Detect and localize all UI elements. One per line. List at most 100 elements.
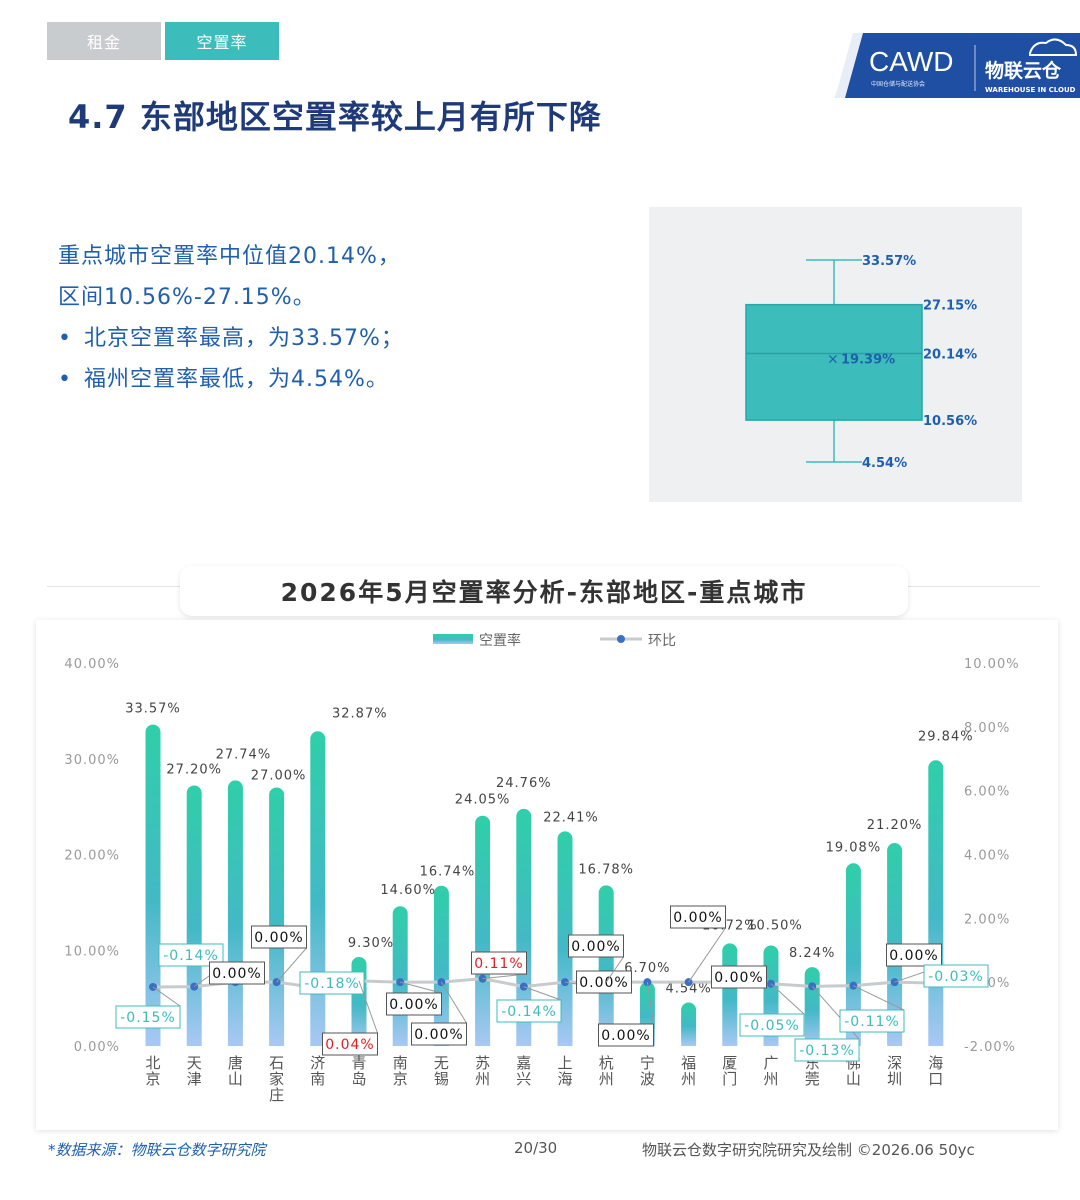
mom-label-box xyxy=(471,951,527,975)
mom-value-label: -0.11% xyxy=(844,1014,900,1030)
mom-label-box xyxy=(839,1009,905,1033)
x-category-label: 州 xyxy=(681,1070,696,1088)
x-category-label: 宁 xyxy=(640,1054,655,1072)
x-category-label: 青 xyxy=(351,1054,366,1072)
boxplot-mean-label: 19.39% xyxy=(841,353,895,368)
mom-label-box xyxy=(794,1038,860,1062)
summary-line-2: 区间10.56%-27.15%。 xyxy=(58,285,316,310)
y-right-tick-label: 4.00% xyxy=(964,849,1010,864)
bar-value-label: 21.20% xyxy=(867,818,923,833)
bar-厦门 xyxy=(722,943,738,1046)
mom-value-label: -0.05% xyxy=(744,1018,800,1034)
mom-value-label: 0.00% xyxy=(571,939,620,955)
x-category-label: 厦 xyxy=(722,1054,737,1072)
x-category-label: 山 xyxy=(846,1070,861,1088)
bar-济南 xyxy=(310,731,326,1046)
cawd-text: CAWD xyxy=(869,46,954,77)
x-category-label: 圳 xyxy=(887,1070,902,1088)
cawd-sub-text: 中国仓储与配送协会 xyxy=(871,80,925,88)
x-category-label: 州 xyxy=(599,1070,614,1088)
mom-value-label: 0.00% xyxy=(889,948,938,964)
bar-唐山 xyxy=(227,780,243,1046)
tab-rent-label: 租金 xyxy=(86,33,121,52)
boxplot-box xyxy=(745,303,923,421)
y-right-tick-label: 6.00% xyxy=(964,785,1010,800)
chart-title-box: 2026年5月空置率分析-东部地区-重点城市 xyxy=(180,566,908,616)
mom-point xyxy=(396,978,405,987)
mom-leader-line xyxy=(276,947,307,983)
brand-sub-text: WAREHOUSE IN CLOUD xyxy=(985,86,1076,94)
mom-point xyxy=(643,978,652,987)
legend-line-label: 环比 xyxy=(648,633,676,649)
bullet-dot: • xyxy=(58,326,72,351)
x-category-label: 杭 xyxy=(599,1054,614,1072)
legend-bar-label: 空置率 xyxy=(479,632,521,649)
x-category-label: 无 xyxy=(434,1054,449,1072)
mom-leader-line xyxy=(688,927,726,983)
mom-value-label: 0.00% xyxy=(714,970,763,986)
mom-leader-line xyxy=(523,986,562,1001)
tab-rent[interactable]: 租金 xyxy=(47,22,161,60)
bar-value-label: 27.74% xyxy=(216,747,272,762)
bar-value-label: 27.20% xyxy=(166,763,222,778)
x-category-label: 锡 xyxy=(434,1070,449,1088)
mom-leader-line xyxy=(646,982,654,1025)
mom-label-box xyxy=(711,965,767,989)
x-category-label: 嘉 xyxy=(516,1054,531,1072)
mom-leader-line xyxy=(853,985,905,1011)
x-category-label: 兴 xyxy=(516,1070,531,1088)
x-category-label: 深 xyxy=(887,1054,902,1072)
bar-海口 xyxy=(928,760,944,1046)
bar-value-label: 24.05% xyxy=(455,793,511,808)
bar-福州 xyxy=(681,1002,697,1046)
bar-上海 xyxy=(557,831,573,1046)
mom-label-box xyxy=(386,992,442,1016)
mom-value-label: 0.00% xyxy=(212,966,261,982)
bar-value-label: 10.50% xyxy=(747,918,803,933)
boxplot-median-label: 20.14% xyxy=(923,347,977,362)
x-category-label: 京 xyxy=(393,1070,408,1088)
mom-value-label: 0.00% xyxy=(579,975,628,991)
mom-label-box xyxy=(322,1032,378,1056)
summary-bullet-2: • 福州空置率最低，为4.54%。 xyxy=(58,359,618,400)
mom-value-label: 0.00% xyxy=(673,910,722,926)
bar-无锡 xyxy=(433,885,449,1046)
y-right-tick-label: 10.00% xyxy=(964,657,1020,672)
divider-left xyxy=(47,586,187,587)
y-left-tick-label: 30.00% xyxy=(64,753,120,768)
bar-北京 xyxy=(145,724,161,1046)
chart-card: 0.00% 10.00% 20.00% 30.00% 40.00% -2.00% 0.00%… xyxy=(36,620,1058,1130)
mom-label-box xyxy=(739,1013,805,1037)
legend-bar-swatch xyxy=(433,634,473,644)
bar-value-label: 16.74% xyxy=(420,865,476,880)
bar-value-label: 16.78% xyxy=(578,862,634,877)
y-left-tick-label: 0.00% xyxy=(74,1040,120,1055)
x-category-label: 京 xyxy=(145,1070,160,1088)
x-category-label: 石 xyxy=(269,1054,284,1072)
tab-vacancy-label: 空置率 xyxy=(196,33,248,52)
mom-label-box xyxy=(115,1005,181,1029)
bar-value-label: 24.76% xyxy=(496,776,552,791)
mom-value-label: 0.00% xyxy=(254,930,303,946)
bar-value-label: 27.00% xyxy=(251,768,307,783)
x-category-label: 津 xyxy=(187,1070,202,1088)
x-category-label: 州 xyxy=(763,1070,778,1088)
mom-label-box xyxy=(158,943,224,967)
y-right-tick-label: -2.00% xyxy=(964,1040,1016,1055)
x-category-label: 上 xyxy=(557,1054,572,1072)
y-right-tick-label: 8.00% xyxy=(964,721,1010,736)
mom-label-box xyxy=(209,961,265,985)
x-category-label: 莞 xyxy=(805,1070,820,1088)
y-left-tick-label: 40.00% xyxy=(64,657,120,672)
tab-vacancy[interactable]: 空置率 xyxy=(165,22,279,60)
mom-label-box xyxy=(496,999,562,1023)
x-category-label: 天 xyxy=(187,1054,202,1072)
boxplot-mean-marker: × xyxy=(827,352,839,368)
x-category-label: 海 xyxy=(928,1054,943,1072)
mom-value-label: -0.14% xyxy=(501,1004,557,1020)
data-source: *数据来源：物联云仓数字研究院 xyxy=(48,1141,266,1159)
mom-point xyxy=(437,978,446,987)
mom-label-box xyxy=(568,934,624,958)
bar-value-label: 33.57% xyxy=(125,702,181,717)
boxplot-q3-label: 27.15% xyxy=(923,299,977,314)
